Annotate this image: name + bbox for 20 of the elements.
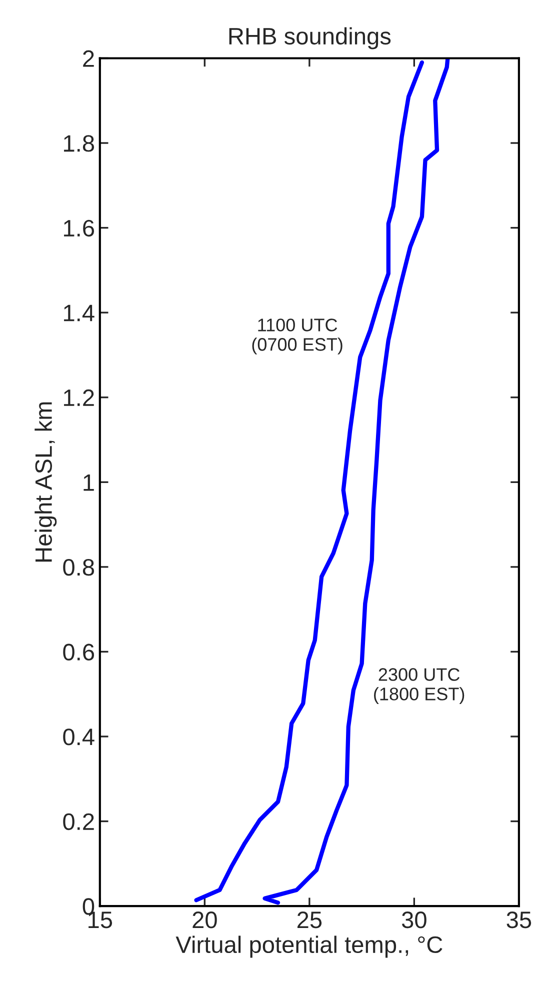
y-tick-label: 1.4	[64, 304, 94, 322]
y-axis-title: Height ASL, km	[34, 402, 57, 562]
y-tick-label: 2	[83, 50, 94, 67]
line-series	[194, 60, 424, 902]
y-tick-label: 0.6	[63, 644, 94, 661]
x-axis-title: Virtual potential temp., °C	[176, 936, 442, 958]
x-tick-label: 30	[402, 912, 426, 928]
y-tick-label: 1.6	[64, 220, 94, 237]
series-label: 2300 UTC (1800 EST)	[374, 668, 464, 704]
y-tick-label: 1.8	[64, 135, 94, 152]
y-tick-label: 0.8	[63, 559, 94, 576]
chart-title: RHB soundings	[229, 27, 391, 50]
y-tick-label: 0.4	[63, 728, 94, 746]
x-tick-label: 20	[192, 912, 217, 928]
y-tick-label: 1.2	[64, 389, 94, 406]
series-label: 1100 UTC (0700 EST)	[252, 318, 342, 354]
y-tick-label: 1	[84, 474, 94, 491]
y-tick-label: 0.2	[63, 813, 94, 830]
x-tick-label: 35	[506, 912, 532, 928]
x-tick-label: 25	[297, 912, 322, 928]
